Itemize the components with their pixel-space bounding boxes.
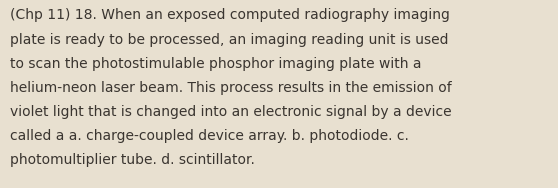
Text: called a a. charge-coupled device array. b. photodiode. c.: called a a. charge-coupled device array.… [10, 129, 409, 143]
Text: violet light that is changed into an electronic signal by a device: violet light that is changed into an ele… [10, 105, 451, 119]
Text: photomultiplier tube. d. scintillator.: photomultiplier tube. d. scintillator. [10, 153, 255, 167]
Text: plate is ready to be processed, an imaging reading unit is used: plate is ready to be processed, an imagi… [10, 33, 449, 46]
Text: helium-neon laser beam. This process results in the emission of: helium-neon laser beam. This process res… [10, 81, 452, 95]
Text: to scan the photostimulable phosphor imaging plate with a: to scan the photostimulable phosphor ima… [10, 57, 421, 70]
Text: (Chp 11) 18. When an exposed computed radiography imaging: (Chp 11) 18. When an exposed computed ra… [10, 8, 450, 22]
